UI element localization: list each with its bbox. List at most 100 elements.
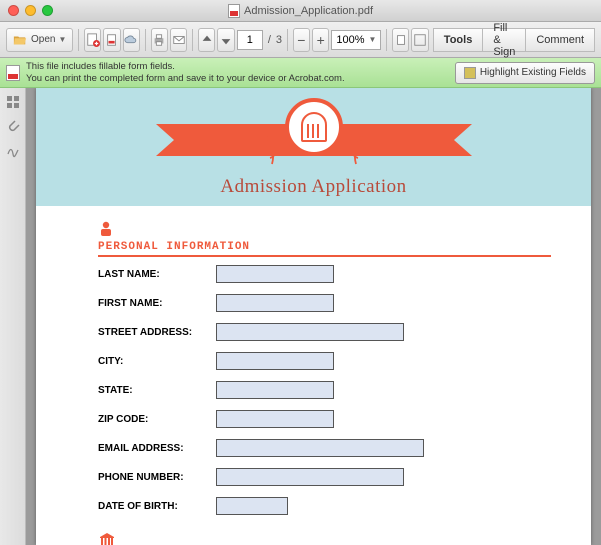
- export-icon: [105, 33, 119, 47]
- form-field-label: PHONE NUMBER:: [98, 472, 216, 483]
- form-body: PERSONAL INFORMATION LAST NAME: FIRST NAM…: [36, 206, 591, 545]
- separator: [386, 29, 387, 51]
- fill-sign-tab-label: Fill & Sign: [493, 22, 515, 58]
- page-down-button[interactable]: [217, 28, 234, 52]
- section-divider: [98, 255, 551, 257]
- form-row: CITY:: [98, 352, 551, 370]
- form-field-label: STATE:: [98, 385, 216, 396]
- form-field-input[interactable]: [216, 294, 334, 312]
- form-row: ZIP CODE:: [98, 410, 551, 428]
- separator: [287, 29, 288, 51]
- zoom-select[interactable]: 100% ▼: [331, 30, 381, 50]
- form-row: STREET ADDRESS:: [98, 323, 551, 341]
- toolbar: Open ▼ / 3 − + 100% ▼ Tools Fill & Sign …: [0, 22, 601, 58]
- select-icon: [413, 33, 427, 47]
- separator: [78, 29, 79, 51]
- highlight-icon: [464, 67, 476, 79]
- open-button-label: Open: [31, 34, 55, 45]
- building-icon: [98, 531, 116, 545]
- page-total: 3: [276, 34, 282, 46]
- arrow-down-icon: [219, 33, 233, 47]
- form-field-label: STREET ADDRESS:: [98, 327, 216, 338]
- fill-sign-tab[interactable]: Fill & Sign: [483, 28, 526, 52]
- form-notice-bar: This file includes fillable form fields.…: [0, 58, 601, 88]
- highlight-fields-label: Highlight Existing Fields: [480, 67, 586, 78]
- comment-tab-label: Comment: [536, 34, 584, 46]
- cloud-icon: [124, 33, 138, 47]
- open-button[interactable]: Open ▼: [6, 28, 73, 52]
- chevron-down-icon: ▼: [58, 35, 66, 44]
- laurel-right-icon: [350, 130, 380, 166]
- signatures-icon[interactable]: [5, 142, 21, 158]
- form-field-input[interactable]: [216, 497, 288, 515]
- document-banner: Admission Application: [36, 88, 591, 206]
- form-field-label: EMAIL ADDRESS:: [98, 443, 216, 454]
- form-row: EMAIL ADDRESS:: [98, 439, 551, 457]
- zoom-in-button[interactable]: +: [312, 28, 329, 52]
- tool2-button[interactable]: [411, 28, 428, 52]
- document-viewer[interactable]: Admission Application PERSONAL INFORMATI…: [26, 88, 601, 545]
- form-field-label: DATE OF BIRTH:: [98, 501, 216, 512]
- tools-tab[interactable]: Tools: [433, 28, 484, 52]
- form-row: PHONE NUMBER:: [98, 468, 551, 486]
- form-field-input[interactable]: [216, 381, 334, 399]
- attachments-icon[interactable]: [5, 118, 21, 134]
- form-field-input[interactable]: [216, 468, 404, 486]
- plus-icon: +: [317, 32, 325, 48]
- export-button[interactable]: [103, 28, 120, 52]
- form-field-label: LAST NAME:: [98, 269, 216, 280]
- document-heading: Admission Application: [36, 176, 591, 198]
- notice-line2: You can print the completed form and sav…: [26, 73, 345, 84]
- form-field-label: ZIP CODE:: [98, 414, 216, 425]
- window-titlebar: Admission_Application.pdf: [0, 0, 601, 22]
- medallion-icon: [285, 98, 343, 156]
- tools-tab-label: Tools: [444, 34, 473, 46]
- email-button[interactable]: [170, 28, 187, 52]
- form-field-input[interactable]: [216, 265, 334, 283]
- chevron-down-icon: ▼: [369, 35, 377, 44]
- hand-icon: [394, 33, 408, 47]
- pdf-file-icon: [228, 4, 240, 18]
- zoom-value: 100%: [336, 34, 364, 46]
- person-icon: [98, 220, 114, 238]
- form-row: LAST NAME:: [98, 265, 551, 283]
- minus-icon: −: [297, 32, 305, 48]
- comment-tab[interactable]: Comment: [526, 28, 595, 52]
- pdf-page: Admission Application PERSONAL INFORMATI…: [36, 88, 591, 545]
- print-icon: [152, 33, 166, 47]
- highlight-fields-button[interactable]: Highlight Existing Fields: [455, 62, 595, 84]
- right-tabs: Tools Fill & Sign Comment: [433, 28, 595, 52]
- arrow-up-icon: [200, 33, 214, 47]
- separator: [145, 29, 146, 51]
- form-field-label: FIRST NAME:: [98, 298, 216, 309]
- document-title: Admission_Application.pdf: [0, 4, 601, 18]
- notice-text: This file includes fillable form fields.…: [26, 61, 345, 84]
- page-up-button[interactable]: [198, 28, 215, 52]
- folder-open-icon: [13, 33, 27, 47]
- form-row: FIRST NAME:: [98, 294, 551, 312]
- form-field-input[interactable]: [216, 323, 404, 341]
- form-row: DATE OF BIRTH:: [98, 497, 551, 515]
- separator: [192, 29, 193, 51]
- print-button[interactable]: [151, 28, 168, 52]
- create-pdf-button[interactable]: [84, 28, 101, 52]
- left-sidebar: [0, 88, 26, 545]
- form-field-input[interactable]: [216, 410, 334, 428]
- section-education-header: EDUCATION: [98, 531, 551, 545]
- email-icon: [172, 33, 186, 47]
- section-personal-header: PERSONAL INFORMATION: [98, 220, 551, 257]
- pdf-form-icon: [6, 65, 20, 81]
- tool1-button[interactable]: [392, 28, 409, 52]
- form-field-label: CITY:: [98, 356, 216, 367]
- notice-line1: This file includes fillable form fields.: [26, 61, 345, 72]
- form-row: STATE:: [98, 381, 551, 399]
- thumbnails-icon[interactable]: [5, 94, 21, 110]
- zoom-out-button[interactable]: −: [293, 28, 310, 52]
- section-personal-label: PERSONAL INFORMATION: [98, 241, 250, 253]
- form-field-input[interactable]: [216, 352, 334, 370]
- laurel-left-icon: [248, 130, 278, 166]
- page-number-input[interactable]: [237, 30, 263, 50]
- page-separator: /: [268, 34, 271, 46]
- form-field-input[interactable]: [216, 439, 424, 457]
- save-cloud-button[interactable]: [123, 28, 140, 52]
